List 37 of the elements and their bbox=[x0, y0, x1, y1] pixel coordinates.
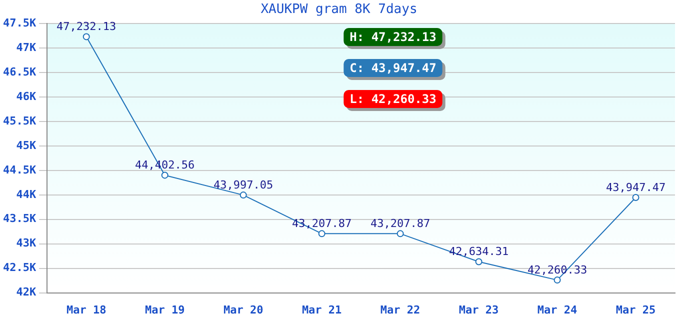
annotation: C: 43,947.47 bbox=[350, 61, 436, 76]
data-label: 47,232.13 bbox=[56, 20, 116, 34]
x-tick-label: Mar 20 bbox=[223, 303, 264, 316]
y-tick-label: 43.5K bbox=[2, 212, 36, 226]
data-label: 42,634.31 bbox=[448, 245, 509, 258]
x-tick-label: Mar 18 bbox=[66, 303, 106, 316]
annotation: H: 47,232.13 bbox=[350, 30, 436, 44]
y-tick-label: 44.5K bbox=[2, 163, 36, 176]
y-tick-label: 46.5K bbox=[2, 65, 36, 78]
point bbox=[554, 276, 561, 284]
y-tick-label: 45.5K bbox=[2, 114, 36, 128]
y-tick-label: 46K bbox=[16, 90, 36, 103]
x-tick-label: Mar 22 bbox=[380, 303, 420, 316]
y-tick-label: 47.5K bbox=[2, 16, 36, 30]
y-tick-label: 47K bbox=[16, 40, 36, 54]
x-tick-label: Mar 21 bbox=[302, 303, 342, 316]
annotation: L: 42,260.33 bbox=[350, 92, 436, 106]
point bbox=[396, 230, 404, 238]
y-tick-label: 44K bbox=[16, 188, 36, 201]
x-tick-label: Mar 23 bbox=[458, 303, 499, 316]
chart-title: XAUKPW gram 8K 7days bbox=[260, 2, 418, 18]
point bbox=[632, 194, 640, 201]
y-tick-label: 42K bbox=[16, 286, 36, 299]
y-tick-label: 45K bbox=[16, 138, 36, 152]
data-label: 43,947.47 bbox=[606, 180, 666, 194]
point bbox=[240, 192, 247, 199]
point bbox=[475, 258, 482, 266]
point bbox=[82, 33, 90, 40]
point bbox=[161, 172, 168, 179]
data-label: 43,207.87 bbox=[370, 217, 430, 230]
data-label: 43,997.05 bbox=[214, 178, 274, 192]
y-tick-label: 42.5K bbox=[2, 261, 36, 274]
x-tick-label: Mar 24 bbox=[537, 303, 578, 316]
x-tick-label: Mar 25 bbox=[616, 303, 656, 316]
point bbox=[318, 230, 326, 238]
y-tick-label: 43K bbox=[16, 236, 36, 250]
x-tick-label: Mar 19 bbox=[144, 303, 185, 316]
